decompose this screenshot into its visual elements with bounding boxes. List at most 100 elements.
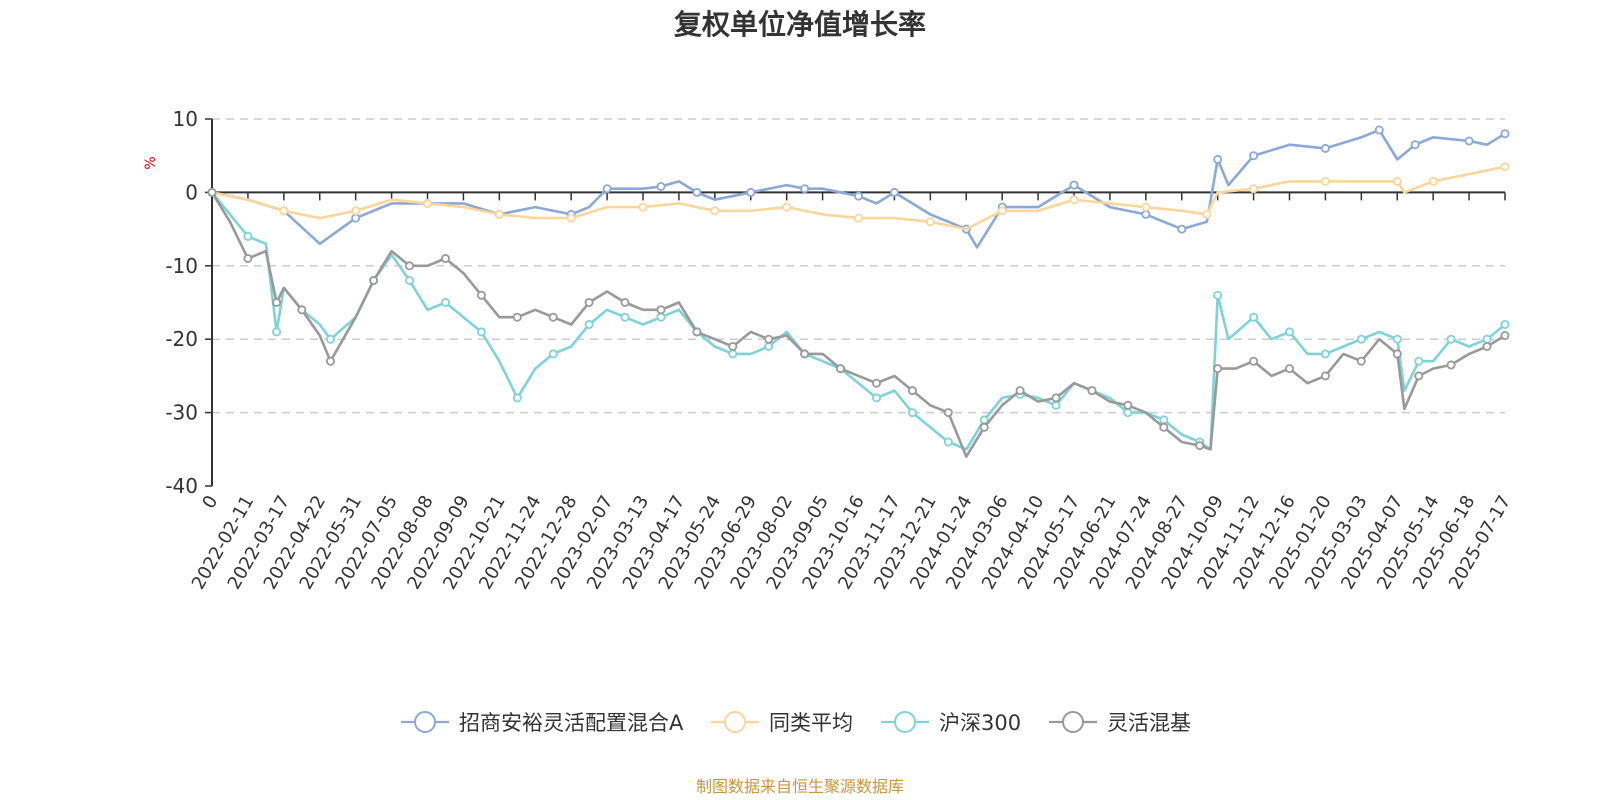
data-point[interactable] <box>943 408 953 418</box>
data-point[interactable] <box>1069 180 1079 190</box>
data-point[interactable] <box>943 437 953 447</box>
data-point[interactable] <box>1159 415 1169 425</box>
data-point[interactable] <box>1500 162 1510 172</box>
data-point[interactable] <box>1320 371 1330 381</box>
data-point[interactable] <box>243 253 253 263</box>
data-point[interactable] <box>656 312 666 322</box>
legend-item[interactable]: 沪深300 <box>881 711 1021 735</box>
data-point[interactable] <box>764 334 774 344</box>
data-point[interactable] <box>1320 143 1330 153</box>
data-point[interactable] <box>1392 176 1402 186</box>
data-point[interactable] <box>1285 327 1295 337</box>
data-point[interactable] <box>800 184 810 194</box>
data-point[interactable] <box>1285 364 1295 374</box>
data-point[interactable] <box>746 187 756 197</box>
data-point[interactable] <box>440 253 450 263</box>
data-point[interactable] <box>1249 356 1259 366</box>
data-point[interactable] <box>692 327 702 337</box>
data-point[interactable] <box>656 305 666 315</box>
data-point[interactable] <box>584 297 594 307</box>
data-point[interactable] <box>1015 386 1025 396</box>
legend-item[interactable]: 招商安裕灵活配置混合A <box>401 711 684 735</box>
data-point[interactable] <box>1500 330 1510 340</box>
data-point[interactable] <box>1482 341 1492 351</box>
data-point[interactable] <box>440 297 450 307</box>
data-point[interactable] <box>728 341 738 351</box>
data-point[interactable] <box>1414 356 1424 366</box>
data-point[interactable] <box>1356 334 1366 344</box>
data-point[interactable] <box>494 209 504 219</box>
data-point[interactable] <box>1213 154 1223 164</box>
data-point[interactable] <box>710 206 720 216</box>
data-point[interactable] <box>512 312 522 322</box>
data-point[interactable] <box>764 341 774 351</box>
data-point[interactable] <box>272 327 282 337</box>
data-point[interactable] <box>907 386 917 396</box>
data-point[interactable] <box>548 349 558 359</box>
data-point[interactable] <box>548 312 558 322</box>
data-point[interactable] <box>1213 290 1223 300</box>
data-point[interactable] <box>1159 422 1169 432</box>
data-point[interactable] <box>854 191 864 201</box>
data-point[interactable] <box>1392 349 1402 359</box>
data-point[interactable] <box>1249 312 1259 322</box>
data-point[interactable] <box>800 349 810 359</box>
data-point[interactable] <box>1195 441 1205 451</box>
data-point[interactable] <box>1087 386 1097 396</box>
data-point[interactable] <box>1320 176 1330 186</box>
data-point[interactable] <box>1177 224 1187 234</box>
data-point[interactable] <box>1500 129 1510 139</box>
data-point[interactable] <box>369 275 379 285</box>
data-point[interactable] <box>1123 408 1133 418</box>
data-point[interactable] <box>602 184 612 194</box>
data-point[interactable] <box>1249 184 1259 194</box>
data-point[interactable] <box>279 206 289 216</box>
data-point[interactable] <box>692 187 702 197</box>
data-point[interactable] <box>243 231 253 241</box>
data-point[interactable] <box>351 206 361 216</box>
data-point[interactable] <box>1414 371 1424 381</box>
data-point[interactable] <box>1320 349 1330 359</box>
data-point[interactable] <box>1446 360 1456 370</box>
data-point[interactable] <box>728 349 738 359</box>
legend[interactable]: 招商安裕灵活配置混合A 同类平均 沪深300 灵活混基 <box>401 711 1191 735</box>
data-point[interactable] <box>1051 393 1061 403</box>
data-point[interactable] <box>782 202 792 212</box>
data-point[interactable] <box>997 206 1007 216</box>
data-point[interactable] <box>1374 125 1384 135</box>
data-point[interactable] <box>351 213 361 223</box>
data-point[interactable] <box>638 202 648 212</box>
data-point[interactable] <box>1213 364 1223 374</box>
data-point[interactable] <box>566 213 576 223</box>
data-point[interactable] <box>889 187 899 197</box>
data-point[interactable] <box>1500 319 1510 329</box>
data-point[interactable] <box>872 378 882 388</box>
data-point[interactable] <box>512 393 522 403</box>
data-point[interactable] <box>1428 176 1438 186</box>
data-point[interactable] <box>1141 209 1151 219</box>
data-point[interactable] <box>979 422 989 432</box>
data-point[interactable] <box>1356 356 1366 366</box>
legend-item[interactable]: 灵活混基 <box>1049 711 1191 735</box>
data-point[interactable] <box>404 275 414 285</box>
data-point[interactable] <box>1464 136 1474 146</box>
data-point[interactable] <box>1069 195 1079 205</box>
data-point[interactable] <box>325 334 335 344</box>
data-point[interactable] <box>854 213 864 223</box>
data-point[interactable] <box>1446 334 1456 344</box>
data-point[interactable] <box>1202 209 1212 219</box>
data-point[interactable] <box>207 187 217 197</box>
data-point[interactable] <box>476 327 486 337</box>
data-point[interactable] <box>872 393 882 403</box>
data-point[interactable] <box>1392 334 1402 344</box>
legend-item[interactable]: 同类平均 <box>711 711 853 735</box>
data-point[interactable] <box>620 297 630 307</box>
data-point[interactable] <box>272 297 282 307</box>
data-point[interactable] <box>836 364 846 374</box>
data-point[interactable] <box>404 261 414 271</box>
data-point[interactable] <box>422 198 432 208</box>
data-point[interactable] <box>907 408 917 418</box>
data-point[interactable] <box>476 290 486 300</box>
data-point[interactable] <box>1141 202 1151 212</box>
data-point[interactable] <box>584 319 594 329</box>
